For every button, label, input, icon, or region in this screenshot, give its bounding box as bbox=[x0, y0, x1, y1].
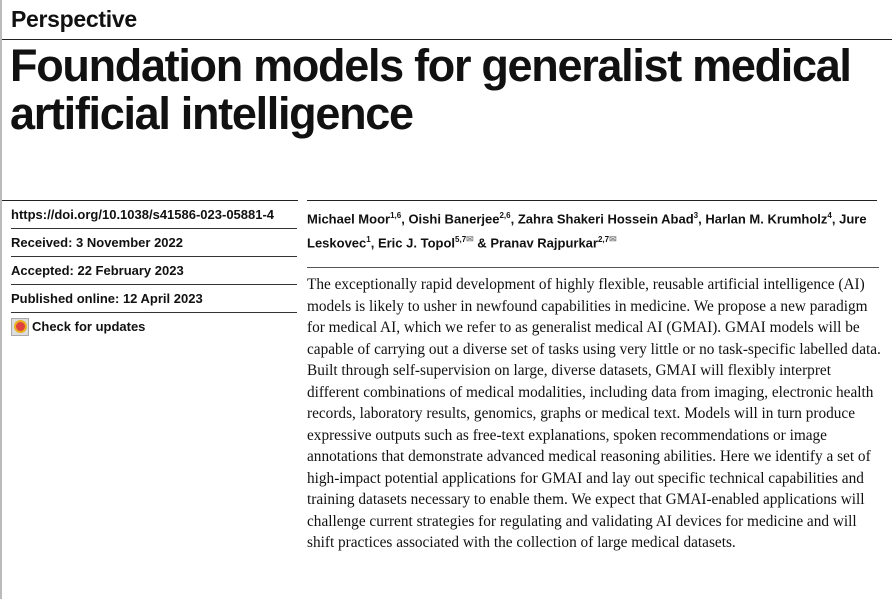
article-type: Perspective bbox=[11, 6, 137, 32]
received-date: Received: 3 November 2022 bbox=[11, 229, 297, 257]
author-separator: , bbox=[370, 235, 378, 251]
author-name[interactable]: Pranav Rajpurkar bbox=[490, 235, 598, 251]
check-for-updates-button[interactable]: Check for updates bbox=[11, 313, 297, 340]
divider bbox=[307, 200, 877, 201]
author-affiliation: 5,7 bbox=[455, 235, 467, 245]
author-affiliation: 4 bbox=[827, 211, 832, 220]
check-updates-icon bbox=[11, 317, 29, 336]
published-date: Published online: 12 April 2023 bbox=[11, 285, 297, 313]
abstract: The exceptionally rapid development of h… bbox=[307, 276, 881, 551]
author-separator: , bbox=[831, 211, 840, 227]
check-updates-label: Check for updates bbox=[32, 319, 146, 334]
author-affiliation: 1,6 bbox=[390, 211, 402, 220]
author-affiliation: 1 bbox=[366, 235, 371, 245]
author-affiliation: 3 bbox=[693, 211, 699, 220]
email-icon[interactable]: ✉ bbox=[466, 234, 474, 245]
author-list: Michael Moor1,6, Oishi Banerjee2,6, Zahr… bbox=[307, 206, 877, 254]
author-affiliation: 2,7 bbox=[597, 235, 610, 245]
author-separator: , bbox=[698, 211, 706, 227]
author-name[interactable]: Zahra Shakeri Hossein Abad bbox=[517, 211, 694, 227]
accepted-date: Accepted: 22 February 2023 bbox=[11, 257, 297, 285]
author-name[interactable]: Eric J. Topol bbox=[377, 235, 456, 251]
doi-link[interactable]: https://doi.org/10.1038/s41586-023-05881… bbox=[11, 201, 297, 229]
author-separator: , bbox=[510, 211, 518, 227]
article-metadata: https://doi.org/10.1038/s41586-023-05881… bbox=[11, 201, 297, 340]
author-name[interactable]: Michael Moor bbox=[307, 211, 391, 227]
author-separator: & bbox=[473, 235, 491, 251]
author-name[interactable]: Jure Leskovec bbox=[307, 211, 867, 251]
article-title: Foundation models for generalist medical… bbox=[10, 40, 852, 139]
divider bbox=[2, 200, 298, 201]
email-icon[interactable]: ✉ bbox=[609, 234, 617, 245]
divider bbox=[2, 39, 892, 40]
author-name[interactable]: Oishi Banerjee bbox=[408, 211, 500, 227]
author-name[interactable]: Harlan M. Krumholz bbox=[705, 211, 828, 227]
author-separator: , bbox=[401, 211, 409, 227]
author-affiliation: 2,6 bbox=[499, 211, 511, 220]
divider bbox=[307, 267, 879, 268]
